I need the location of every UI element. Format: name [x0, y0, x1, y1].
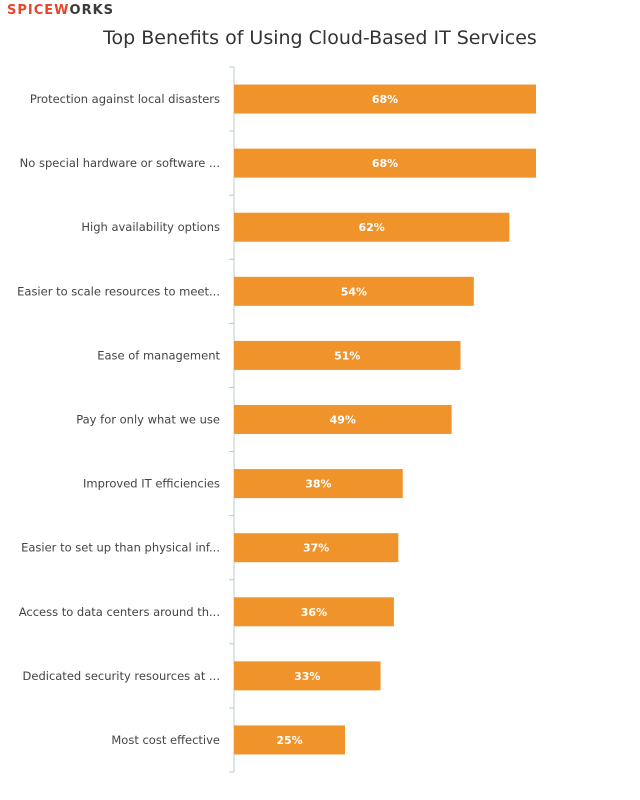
category-label: High availability options — [81, 220, 220, 234]
category-label: Easier to set up than physical inf... — [21, 541, 220, 555]
data-label: 51% — [334, 349, 360, 362]
data-label: 37% — [303, 542, 329, 555]
chart-title: Top Benefits of Using Cloud-Based IT Ser… — [103, 27, 537, 49]
data-label: 25% — [276, 734, 302, 747]
category-label: Access to data centers around th... — [19, 605, 220, 619]
bar — [234, 148, 536, 178]
data-label: 33% — [294, 670, 320, 683]
category-label: No special hardware or software ... — [20, 156, 220, 170]
bar — [234, 661, 381, 691]
bar — [234, 533, 399, 563]
logo-part-o: O — [69, 3, 82, 18]
data-label: 49% — [330, 414, 356, 427]
data-label: 62% — [359, 221, 385, 234]
bar — [234, 597, 394, 627]
data-label: 68% — [372, 157, 398, 170]
bar — [234, 276, 474, 306]
category-label: Most cost effective — [111, 733, 220, 747]
data-label: 54% — [341, 285, 367, 298]
category-label: Pay for only what we use — [76, 413, 220, 427]
data-label: 68% — [372, 93, 398, 106]
category-label: Dedicated security resources at ... — [23, 669, 220, 683]
category-label: Easier to scale resources to meet... — [17, 284, 220, 298]
category-label: Improved IT efficiencies — [83, 477, 220, 491]
spiceworks-logo: SPICEWORKS — [7, 3, 114, 19]
bar — [234, 725, 346, 755]
data-label: 36% — [301, 606, 327, 619]
bar — [234, 340, 461, 370]
bar — [234, 84, 536, 114]
bar — [234, 469, 403, 499]
category-label: Ease of management — [97, 348, 220, 362]
category-label: Protection against local disasters — [30, 92, 220, 106]
logo-part-spice: SPICEW — [7, 3, 70, 18]
data-label: 38% — [305, 478, 331, 491]
bar — [234, 212, 510, 242]
logo-part-rks: RKS — [81, 3, 115, 18]
bar — [234, 405, 452, 434]
